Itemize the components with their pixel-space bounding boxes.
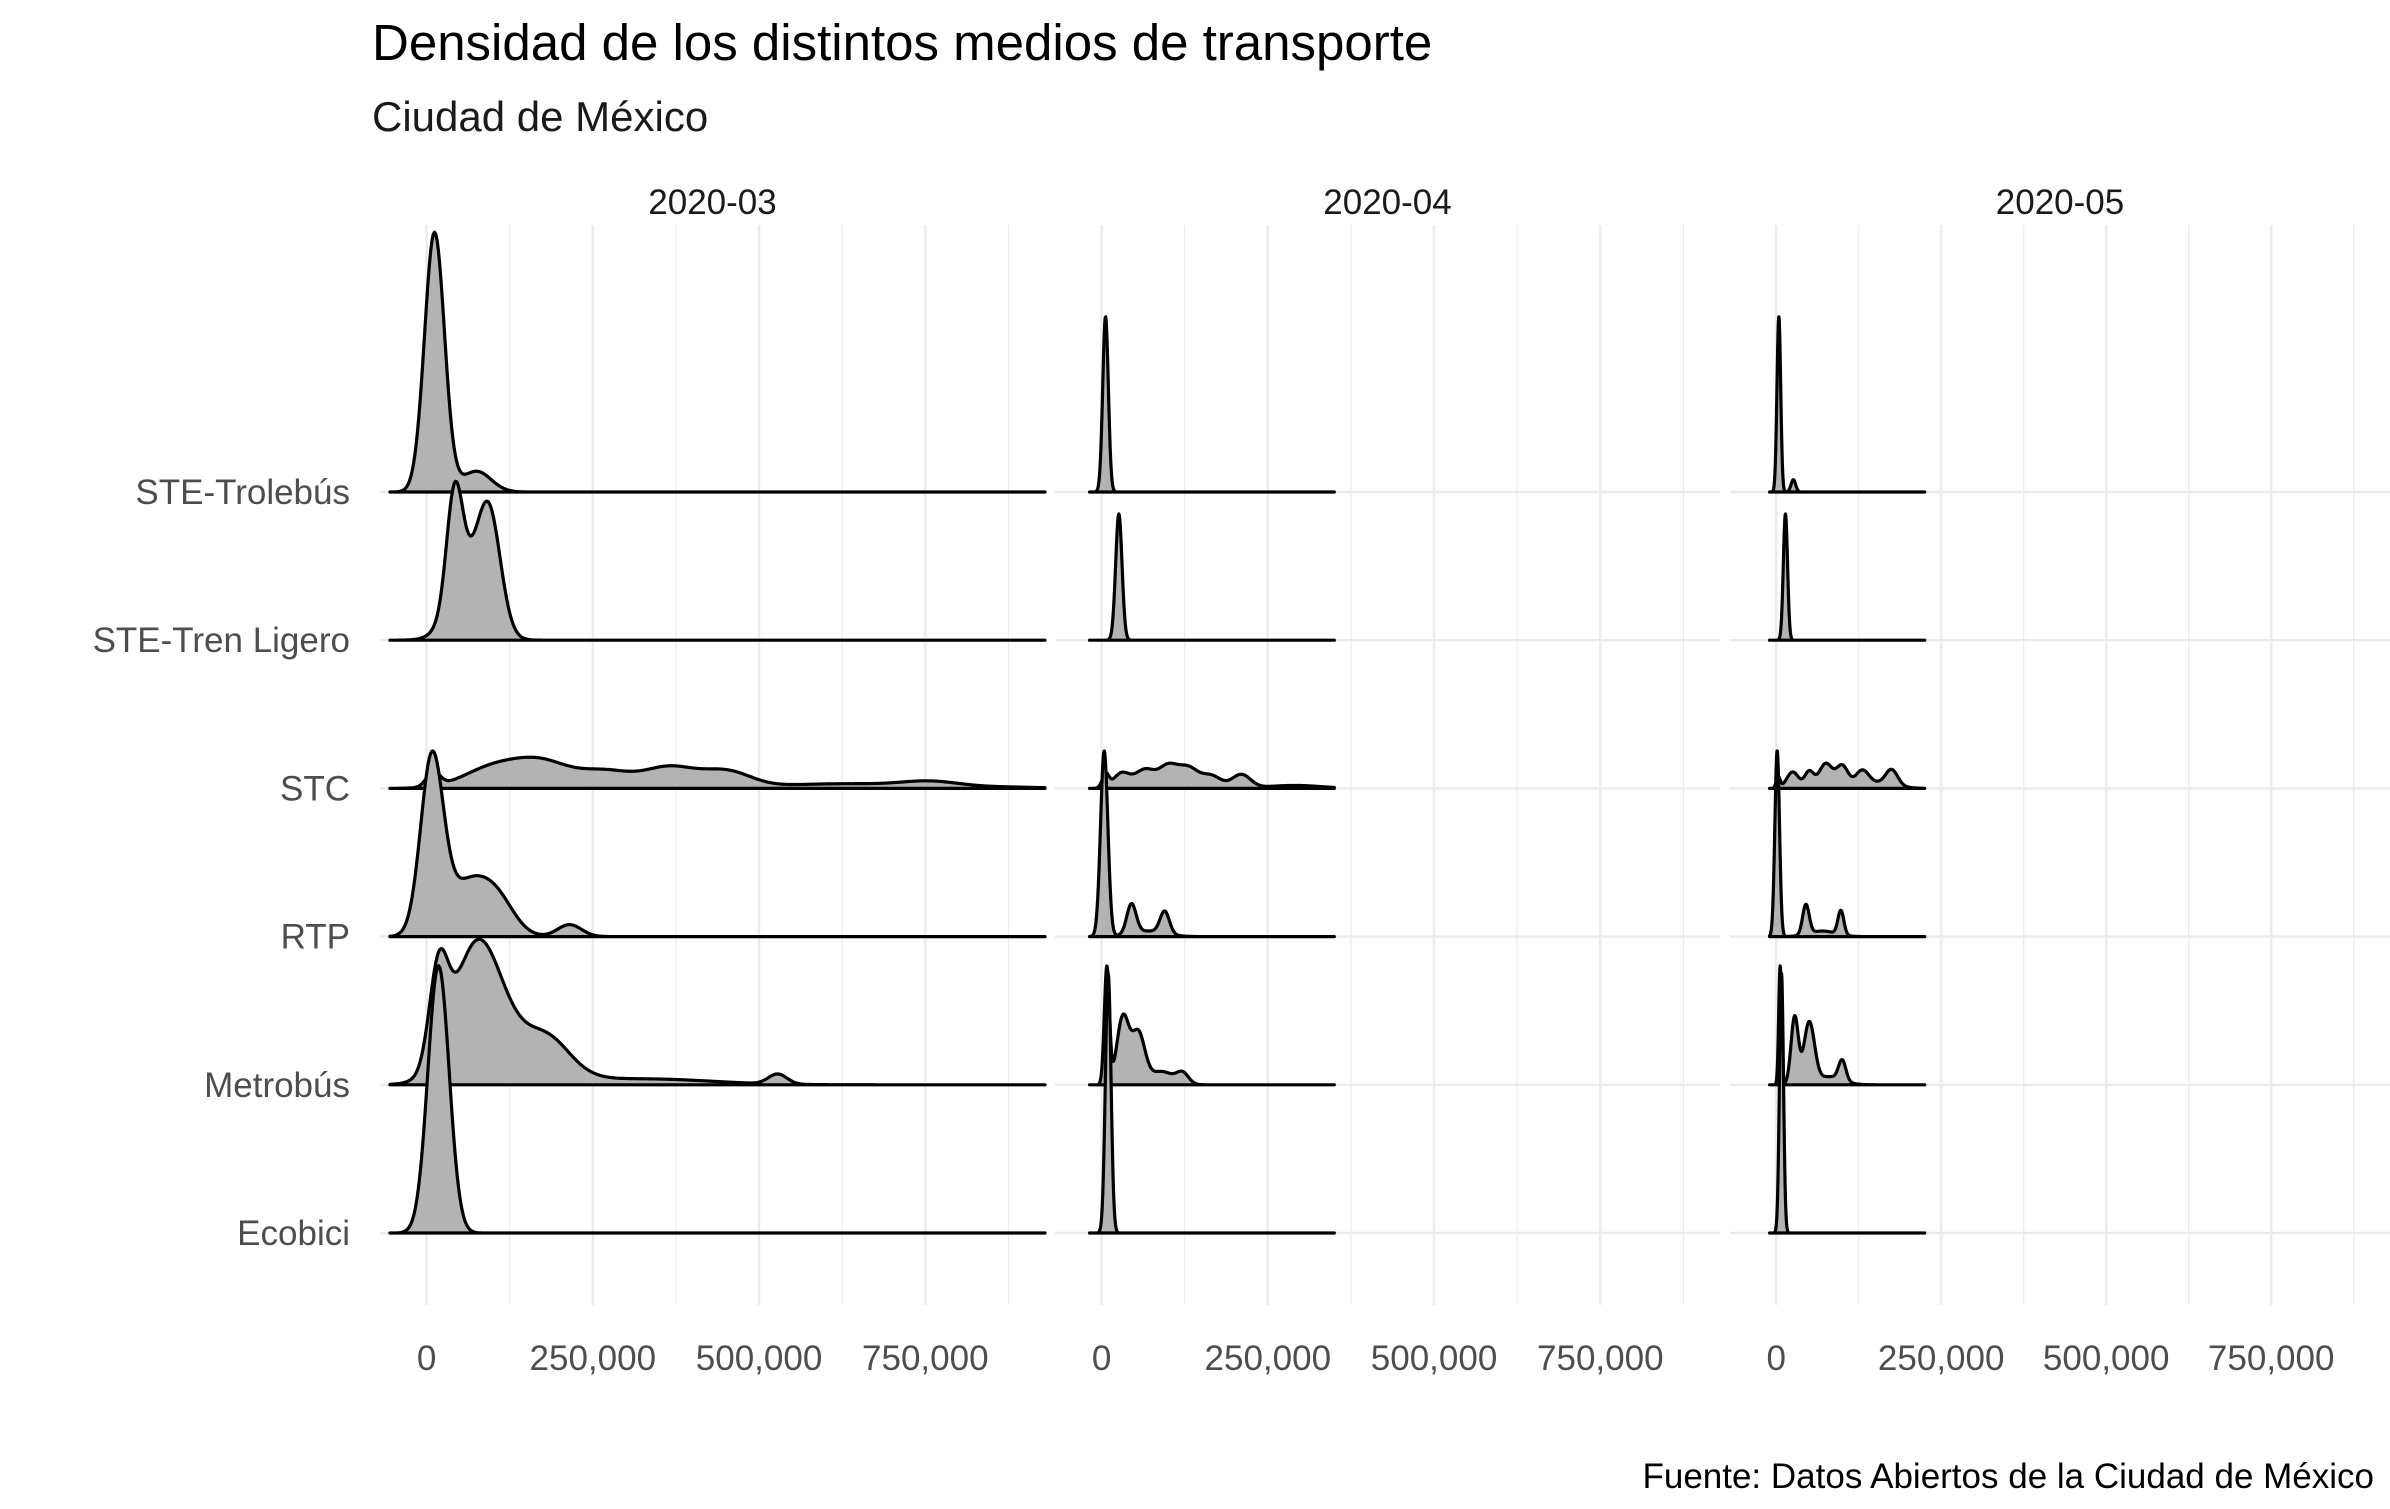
chart-caption: Fuente: Datos Abiertos de la Ciudad de M… (1642, 1457, 2374, 1496)
x-tick-label: 500,000 (696, 1339, 823, 1378)
y-tick-label-ste-trolebus: STE-Trolebús (135, 473, 350, 512)
y-tick-label-stc: STC (280, 769, 350, 808)
density-ridge-ste-tren-ligero-2020-05 (1768, 512, 1927, 642)
facet-label-2020-04: 2020-04 (1323, 183, 1451, 222)
x-tick-label: 500,000 (2043, 1339, 2170, 1378)
x-tick-label: 0 (1092, 1339, 1111, 1378)
chart-title: Densidad de los distintos medios de tran… (372, 14, 1432, 71)
density-ridge-rtp-2020-04 (1087, 749, 1336, 939)
density-ridge-ste-trolebus-2020-03 (388, 230, 1047, 494)
density-ridge-metrobus-2020-04 (1087, 964, 1336, 1087)
density-ridge-stc-2020-04 (1087, 761, 1336, 790)
x-tick-label: 750,000 (862, 1339, 989, 1378)
x-tick-label: 0 (417, 1339, 436, 1378)
density-ridge-ste-trolebus-2020-05 (1768, 315, 1927, 494)
density-ridge-stc-2020-05 (1768, 761, 1927, 790)
density-ridge-ecobici-2020-05 (1768, 971, 1927, 1235)
chart-subtitle: Ciudad de México (372, 93, 708, 140)
x-tick-label: 750,000 (1537, 1339, 1664, 1378)
density-ridge-ecobici-2020-03 (388, 964, 1047, 1235)
density-ridge-metrobus-2020-03 (388, 937, 1047, 1087)
density-ridge-metrobus-2020-05 (1768, 964, 1927, 1087)
facet-label-2020-05: 2020-05 (1996, 183, 2124, 222)
density-ridge-rtp-2020-03 (388, 749, 1047, 939)
x-tick-label: 250,000 (1205, 1339, 1332, 1378)
density-ridges (388, 230, 1927, 1235)
y-tick-label-rtp: RTP (281, 918, 350, 957)
density-ridge-rtp-2020-05 (1768, 749, 1927, 939)
density-ridge-ste-tren-ligero-2020-03 (388, 479, 1047, 642)
y-tick-label-ste-tren-ligero: STE-Tren Ligero (93, 621, 350, 660)
x-tick-label: 750,000 (2208, 1339, 2335, 1378)
x-tick-label: 500,000 (1371, 1339, 1498, 1378)
density-ridge-ste-tren-ligero-2020-04 (1087, 512, 1336, 642)
x-tick-label: 250,000 (530, 1339, 657, 1378)
x-tick-label: 0 (1766, 1339, 1785, 1378)
density-ridge-stc-2020-03 (388, 755, 1047, 790)
x-tick-label: 250,000 (1878, 1339, 2005, 1378)
y-tick-label-metrobus: Metrobús (204, 1066, 350, 1105)
density-ridge-ecobici-2020-04 (1087, 971, 1336, 1235)
density-ridge-ste-trolebus-2020-04 (1087, 315, 1336, 494)
facet-label-2020-03: 2020-03 (648, 183, 776, 222)
y-tick-label-ecobici: Ecobici (237, 1214, 350, 1253)
axis-labels: 2020-03 0 250,000 500,000 750,000 2020-04 0 250… (93, 183, 2335, 1378)
